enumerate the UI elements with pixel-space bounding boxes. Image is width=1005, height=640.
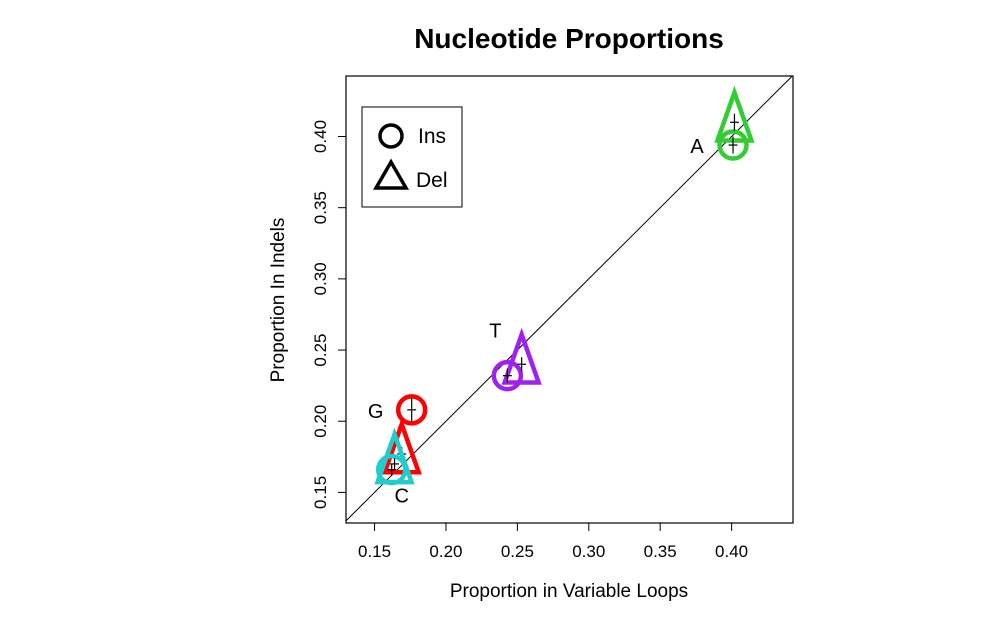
legend-label-ins: Ins	[418, 125, 446, 148]
plot-frame	[345, 75, 794, 524]
del-triangle-G	[381, 417, 422, 475]
del-triangle-T	[501, 327, 542, 385]
ins-circle-A	[717, 129, 749, 161]
y-tick-label: 0.30	[311, 262, 330, 295]
legend-circle-marker	[378, 123, 404, 149]
y-axis: 0.15 0.20 0.25 0.30 0.35 0.40	[311, 120, 346, 509]
points-layer: A T G C	[368, 85, 755, 508]
chart-title: Nucleotide Proportions	[414, 23, 724, 54]
y-axis-label: Proportion In Indels	[268, 218, 289, 383]
y-tick-label: 0.40	[311, 120, 330, 153]
point-label-T: T	[489, 321, 501, 343]
y-tick-label: 0.20	[311, 405, 330, 438]
y-tick-label: 0.35	[311, 191, 330, 224]
x-axis: 0.15 0.20 0.25 0.30 0.35 0.40	[358, 523, 748, 561]
ins-circle-T	[491, 359, 524, 392]
legend: Ins Del	[361, 106, 463, 208]
x-tick-label: 0.40	[715, 542, 748, 561]
legend-triangle-marker	[372, 158, 410, 190]
y-tick-label: 0.25	[311, 333, 330, 366]
nucleotide-group-T: T	[489, 321, 542, 392]
x-tick-label: 0.30	[572, 542, 605, 561]
x-tick-label: 0.15	[358, 542, 391, 561]
point-label-G: G	[368, 401, 384, 423]
nucleotide-group-G: G	[368, 394, 428, 475]
y-tick-label: 0.15	[311, 476, 330, 509]
x-tick-label: 0.20	[429, 542, 462, 561]
del-triangle-A	[714, 85, 755, 143]
legend-label-del: Del	[416, 169, 448, 192]
nucleotide-group-A: A	[690, 85, 755, 161]
x-axis-label: Proportion in Variable Loops	[450, 581, 688, 602]
reference-line-layer	[345, 75, 793, 522]
point-label-C: C	[394, 486, 408, 508]
ins-circle-C	[375, 453, 408, 486]
identity-line	[345, 75, 793, 522]
x-tick-label: 0.25	[501, 542, 534, 561]
nucleotide-group-C: C	[374, 427, 415, 508]
legend-box	[361, 106, 463, 208]
x-tick-label: 0.35	[644, 542, 677, 561]
point-label-A: A	[690, 136, 704, 158]
ins-circle-G	[395, 394, 428, 426]
